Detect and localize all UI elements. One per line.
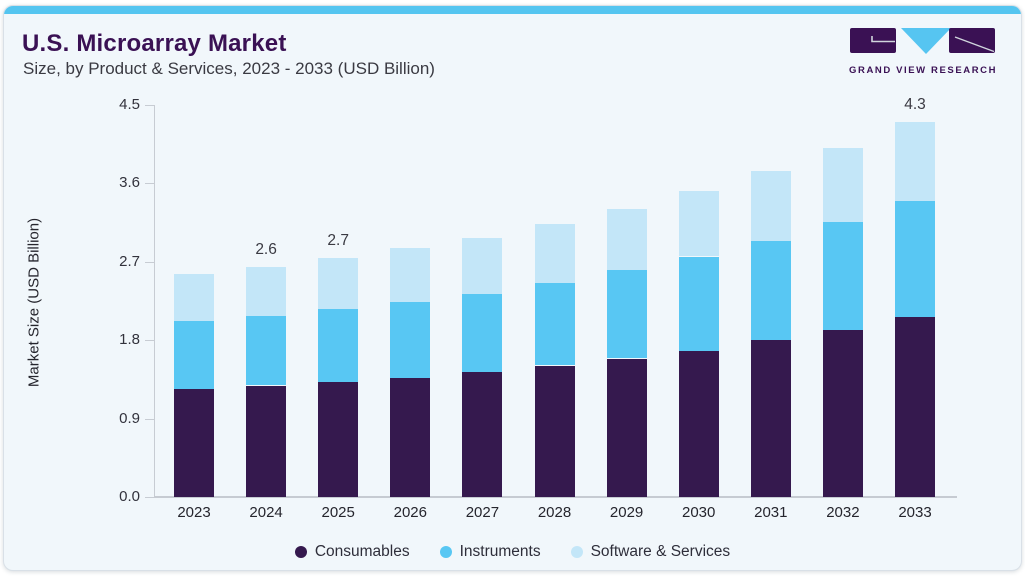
legend-swatch-software-services [570, 546, 583, 558]
logo-text: GRAND VIEW RESEARCH [849, 65, 998, 76]
y-axis-title: Market Size (USD Billion) [25, 217, 43, 388]
legend-item-software-services[interactable]: Software & Services [570, 543, 731, 561]
bar-segment-software-services-2033 [895, 121, 935, 201]
x-axis-tick-label-2026: 2026 [393, 504, 427, 521]
legend-item-consumables[interactable]: Consumables [294, 543, 410, 561]
chart-legend: Consumables Instruments Software & Service… [4, 543, 1021, 561]
x-axis-tick-label-2025: 2025 [321, 504, 355, 521]
y-axis-tick-label: 4.5 [119, 96, 140, 113]
x-axis-tick-label-2030: 2030 [682, 504, 716, 521]
bar-segment-consumables-2024 [246, 385, 287, 497]
chart-card: U.S. Microarray Market Size, by Product … [3, 5, 1022, 571]
logo-r-stroke [954, 36, 995, 53]
bar-segment-instruments-2028 [534, 282, 575, 366]
y-tick-mark [145, 262, 154, 263]
legend-swatch-consumables [294, 546, 307, 558]
bar-segment-instruments-2026 [390, 301, 431, 378]
bar-segment-consumables-2032 [822, 329, 863, 497]
y-tick-mark [145, 105, 154, 106]
bar-segment-software-services-2028 [534, 224, 575, 283]
bar-segment-consumables-2030 [678, 350, 719, 497]
chart-subtitle: Size, by Product & Services, 2023 - 2033… [23, 59, 435, 78]
bar-segment-consumables-2031 [750, 340, 791, 497]
x-axis-line [154, 496, 957, 498]
bar-segment-consumables-2025 [318, 382, 359, 497]
legend-item-instruments[interactable]: Instruments [439, 543, 541, 561]
bar-segment-instruments-2030 [678, 256, 719, 351]
bar-segment-instruments-2031 [750, 240, 791, 341]
x-axis-tick-label-2033: 2033 [898, 504, 932, 521]
y-axis-tick-label: 0.0 [119, 488, 140, 505]
bar-segment-software-services-2024 [246, 267, 287, 316]
bar-segment-instruments-2033 [895, 200, 935, 317]
legend-label-consumables: Consumables [314, 543, 410, 560]
grand-view-research-logo: GRAND VIEW RESEARCH [849, 28, 997, 76]
y-tick-mark [145, 340, 154, 341]
bar-segment-software-services-2026 [390, 247, 431, 302]
bar-segment-instruments-2027 [462, 294, 503, 372]
y-axis-line [154, 105, 155, 497]
bar-segment-software-services-2029 [606, 208, 647, 270]
y-tick-mark [145, 497, 154, 498]
bar-segment-consumables-2029 [606, 358, 647, 497]
bar-segment-instruments-2029 [606, 269, 647, 359]
bar-segment-software-services-2032 [822, 147, 863, 222]
bar-segment-consumables-2028 [534, 365, 575, 497]
logo-g-block [850, 28, 896, 53]
chart-title: U.S. Microarray Market [22, 30, 287, 57]
bar-total-label-2033: 4.3 [904, 95, 926, 113]
bar-segment-instruments-2024 [246, 315, 287, 386]
accent-strip [4, 6, 1021, 14]
bar-segment-consumables-2026 [390, 377, 431, 497]
bar-segment-instruments-2023 [174, 321, 214, 389]
legend-label-software-services: Software & Services [590, 543, 731, 560]
bar-segment-consumables-2027 [462, 371, 503, 497]
x-axis-tick-label-2027: 2027 [465, 504, 500, 521]
y-axis-tick-label: 2.7 [119, 253, 140, 270]
bar-segment-software-services-2030 [678, 191, 719, 257]
x-axis-tick-label-2029: 2029 [609, 504, 644, 521]
bar-segment-consumables-2033 [895, 316, 935, 497]
bar-segment-software-services-2023 [174, 274, 214, 321]
logo-g-stroke [871, 36, 895, 43]
y-tick-mark [145, 183, 154, 184]
x-axis-tick-label-2028: 2028 [537, 504, 572, 521]
y-axis-tick-label: 1.8 [119, 331, 140, 348]
x-axis-tick-label-2032: 2032 [826, 504, 860, 521]
y-axis-tick-label: 3.6 [119, 174, 140, 191]
gvr-logo-mark [850, 28, 995, 54]
bar-segment-software-services-2025 [318, 258, 359, 309]
bar-segment-consumables-2023 [174, 389, 214, 497]
x-axis-tick-label-2031: 2031 [754, 504, 788, 521]
x-axis-tick-label-2023: 2023 [177, 504, 211, 521]
legend-label-instruments: Instruments [459, 543, 541, 560]
bar-segment-instruments-2025 [318, 308, 359, 382]
x-axis-tick-label-2024: 2024 [249, 504, 283, 521]
logo-r-block [949, 28, 995, 53]
y-tick-mark [145, 419, 154, 420]
bar-total-label-2024: 2.6 [255, 241, 277, 258]
bar-segment-instruments-2032 [822, 221, 863, 330]
bar-total-label-2025: 2.7 [327, 232, 349, 250]
y-axis-tick-label: 0.9 [119, 410, 140, 427]
bar-segment-software-services-2031 [750, 171, 791, 241]
bar-segment-software-services-2027 [462, 238, 503, 295]
legend-swatch-instruments [439, 546, 452, 558]
logo-v-triangle-icon [901, 28, 951, 54]
